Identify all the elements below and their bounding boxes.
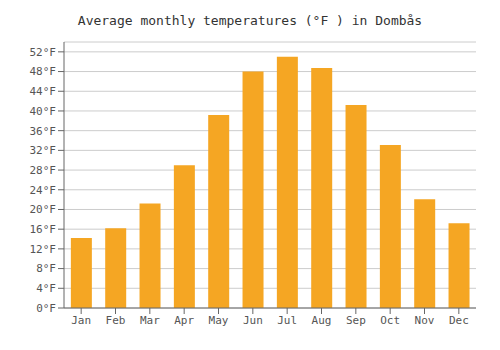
svg-text:28°F: 28°F	[30, 164, 57, 177]
svg-text:48°F: 48°F	[30, 65, 57, 78]
svg-text:20°F: 20°F	[30, 203, 57, 216]
svg-text:44°F: 44°F	[30, 85, 57, 98]
svg-text:Jul: Jul	[277, 314, 297, 327]
svg-text:Mar: Mar	[140, 314, 160, 327]
svg-text:16°F: 16°F	[30, 223, 57, 236]
svg-text:0°F: 0°F	[36, 302, 56, 315]
svg-text:36°F: 36°F	[30, 125, 57, 138]
svg-text:8°F: 8°F	[36, 262, 56, 275]
svg-text:40°F: 40°F	[30, 105, 57, 118]
svg-text:Dec: Dec	[449, 314, 469, 327]
svg-text:Apr: Apr	[174, 314, 194, 327]
svg-text:Jun: Jun	[243, 314, 263, 327]
svg-text:Sep: Sep	[346, 314, 366, 327]
svg-text:Feb: Feb	[106, 314, 126, 327]
svg-text:52°F: 52°F	[30, 46, 57, 59]
svg-text:12°F: 12°F	[30, 243, 57, 256]
svg-text:24°F: 24°F	[30, 184, 57, 197]
html-text:Average monthly temperatures (: Average monthly temperatures (°F ) in Do…	[77, 13, 423, 28]
svg-text:Oct: Oct	[380, 314, 400, 327]
svg-text:Aug: Aug	[312, 314, 332, 327]
svg-text:May: May	[209, 314, 229, 327]
svg-text:32°F: 32°F	[30, 144, 57, 157]
svg-text:4°F: 4°F	[36, 282, 56, 295]
svg-text:Nov: Nov	[415, 314, 435, 327]
svg-text:Jan: Jan	[71, 314, 91, 327]
